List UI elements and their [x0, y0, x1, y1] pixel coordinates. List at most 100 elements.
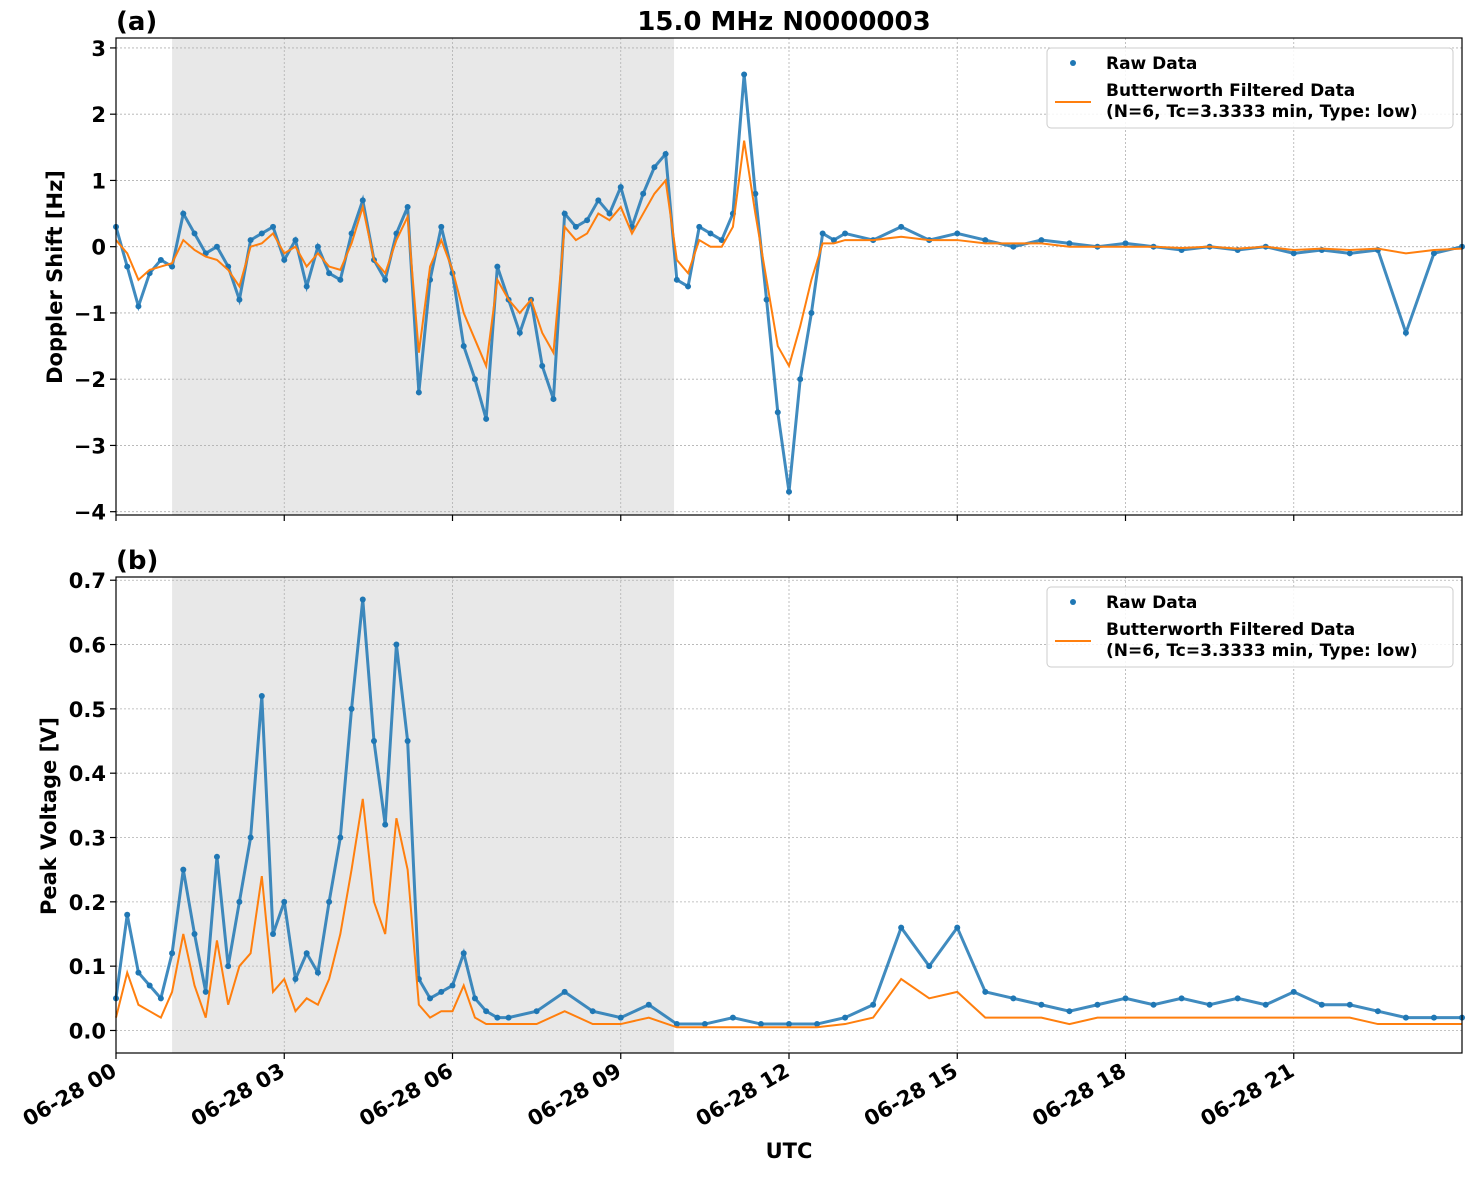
raw-data-point: [797, 376, 804, 383]
raw-data-point: [757, 1021, 764, 1028]
panel-label-b: (b): [116, 546, 158, 576]
raw-data-point: [404, 203, 411, 210]
legend-box: [1046, 47, 1454, 129]
legend-box: [1046, 586, 1454, 668]
y-tick-label: −3: [74, 434, 106, 458]
raw-data-point: [1066, 1008, 1073, 1015]
raw-data-point: [786, 1021, 792, 1028]
raw-data-point: [662, 150, 669, 157]
raw-data-point: [258, 693, 265, 699]
raw-data-point: [236, 296, 243, 303]
raw-data-point: [438, 223, 445, 230]
raw-data-point: [247, 834, 254, 841]
raw-data-point: [898, 223, 905, 230]
raw-data-point: [270, 223, 277, 230]
raw-data-point: [337, 834, 344, 841]
raw-data-point: [645, 1001, 652, 1008]
y-tick-label: 0.7: [69, 569, 106, 593]
raw-data-point: [673, 276, 680, 283]
raw-data-point: [213, 243, 220, 250]
raw-data-point: [303, 950, 310, 957]
y-tick-label: 0: [91, 236, 106, 260]
raw-data-point: [505, 1014, 512, 1021]
y-tick-label: 3: [91, 37, 106, 61]
y-tick-label: 0.4: [69, 762, 106, 786]
filtered-data-line: [115, 140, 1463, 370]
raw-data-point: [814, 1021, 821, 1028]
raw-data-point: [685, 283, 692, 290]
raw-data-point: [314, 969, 321, 976]
raw-data-point: [326, 898, 333, 905]
raw-data-point: [337, 276, 344, 283]
raw-data-point: [561, 210, 568, 217]
raw-data-point: [348, 230, 355, 237]
raw-data-point: [225, 963, 232, 970]
legend-raw-marker: [1070, 599, 1076, 605]
raw-data-point: [1346, 1001, 1353, 1008]
y-tick-label: 0.3: [69, 827, 106, 851]
raw-data-point: [572, 223, 579, 230]
raw-data-point: [1094, 1001, 1101, 1008]
legend-filtered-params: (N=6, Tc=3.3333 min, Type: low): [1106, 102, 1418, 122]
raw-data-point: [1038, 237, 1045, 244]
raw-data-point: [1318, 1001, 1325, 1008]
raw-data-point: [370, 738, 377, 745]
raw-data-point: [617, 184, 624, 191]
raw-data-point: [494, 263, 501, 270]
raw-data-point: [1122, 240, 1129, 247]
raw-data-point: [954, 230, 961, 237]
raw-data-point: [926, 963, 933, 970]
raw-data-point: [326, 270, 333, 277]
raw-data-point: [741, 71, 748, 78]
raw-data-point: [752, 190, 759, 197]
chart-title: 15.0 MHz N0000003: [637, 7, 930, 37]
raw-data-point: [533, 1008, 540, 1015]
raw-data-point: [359, 197, 366, 204]
raw-data-point: [1206, 1001, 1213, 1008]
raw-data-point: [191, 931, 198, 937]
raw-data-point: [808, 309, 815, 316]
raw-data-point: [561, 988, 568, 995]
raw-data-point: [135, 969, 142, 976]
raw-data-point: [157, 995, 164, 1002]
y-tick-label: 0.6: [69, 634, 106, 658]
raw-data-point: [1402, 329, 1409, 336]
raw-data-point: [382, 821, 389, 828]
raw-data-point: [124, 263, 131, 270]
night-shading-b: [172, 577, 675, 1053]
raw-data-point: [281, 898, 288, 905]
raw-data-point: [460, 950, 467, 957]
raw-data-point: [589, 1008, 596, 1015]
raw-data-point: [1430, 250, 1437, 257]
raw-data-point: [146, 982, 153, 989]
legend-a: Raw Data Butterworth Filtered Data(N=6, T…: [1046, 47, 1454, 129]
raw-data-point: [180, 866, 187, 873]
raw-data-point: [1290, 250, 1297, 257]
raw-data-point: [1122, 995, 1129, 1002]
raw-data-point: [1066, 240, 1073, 247]
raw-data-point: [696, 223, 703, 230]
raw-data-point: [281, 256, 288, 263]
raw-data-point: [1150, 1001, 1157, 1008]
panel-label-a: (a): [116, 7, 157, 37]
raw-data-point: [292, 976, 299, 983]
raw-data-point: [157, 256, 164, 263]
raw-data-point: [124, 911, 131, 918]
raw-data-point: [494, 1014, 501, 1021]
raw-data-point: [1290, 988, 1297, 995]
raw-data-trace: [114, 599, 1462, 1026]
legend-filtered-label: Butterworth Filtered Data: [1106, 81, 1355, 101]
raw-data-point: [786, 488, 792, 495]
raw-data-point: [1010, 995, 1017, 1002]
y-tick-label: −1: [74, 302, 106, 326]
legend-raw-label: Raw Data: [1106, 593, 1197, 613]
raw-data-point: [842, 230, 849, 237]
legend-filtered-label: Butterworth Filtered Data: [1106, 620, 1355, 640]
raw-data-point: [1430, 1014, 1437, 1021]
raw-data-point: [1402, 1014, 1409, 1021]
raw-data-point: [707, 230, 714, 237]
y-tick-label: 1: [91, 169, 106, 193]
raw-data-point: [550, 396, 557, 403]
raw-data-point: [483, 1008, 490, 1015]
raw-data-point: [819, 230, 826, 237]
